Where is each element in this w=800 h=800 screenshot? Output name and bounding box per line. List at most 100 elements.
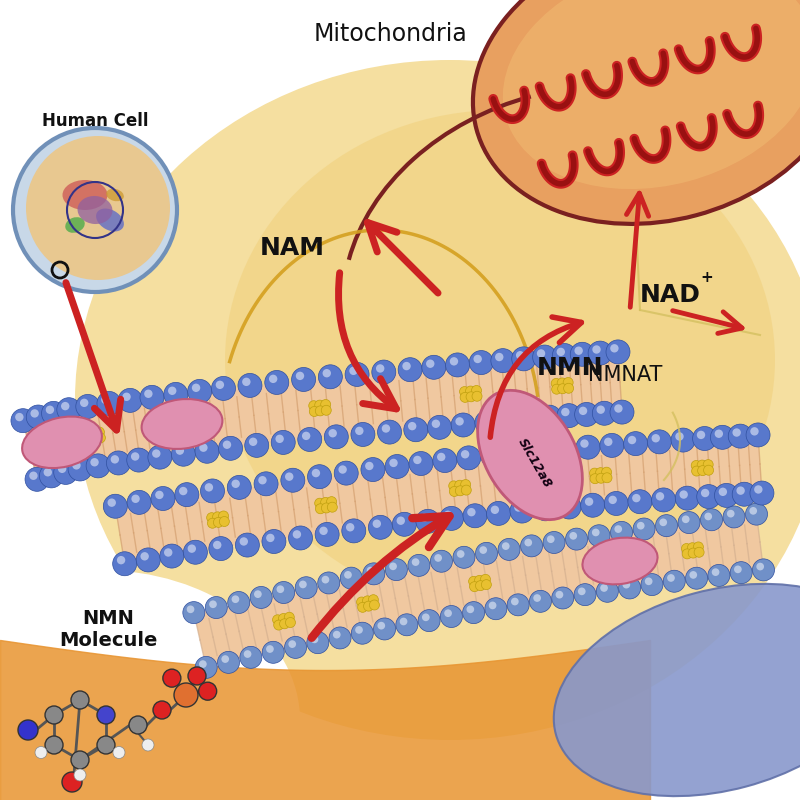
Circle shape [585, 498, 594, 506]
Circle shape [285, 637, 306, 658]
Circle shape [319, 526, 328, 535]
Circle shape [369, 515, 393, 539]
Circle shape [315, 522, 339, 546]
Circle shape [457, 446, 481, 470]
Circle shape [117, 556, 126, 564]
Circle shape [479, 415, 487, 423]
Circle shape [485, 448, 494, 456]
Circle shape [97, 736, 115, 754]
Circle shape [593, 562, 602, 572]
Circle shape [457, 550, 465, 558]
Circle shape [641, 574, 663, 595]
Circle shape [580, 439, 589, 448]
Circle shape [470, 582, 479, 592]
Circle shape [432, 419, 440, 428]
Circle shape [440, 606, 462, 627]
Ellipse shape [554, 584, 800, 796]
Circle shape [552, 587, 574, 609]
Circle shape [382, 424, 390, 433]
Circle shape [254, 590, 262, 598]
Circle shape [307, 465, 331, 489]
Circle shape [122, 393, 130, 401]
Circle shape [481, 574, 490, 584]
Circle shape [529, 438, 553, 462]
Circle shape [714, 483, 738, 507]
Circle shape [334, 461, 358, 485]
Circle shape [299, 581, 306, 588]
Ellipse shape [62, 180, 107, 210]
Circle shape [340, 567, 362, 589]
Circle shape [68, 457, 92, 481]
Ellipse shape [22, 417, 102, 468]
Circle shape [90, 434, 99, 444]
Circle shape [557, 378, 567, 388]
Circle shape [606, 340, 630, 364]
Circle shape [152, 450, 161, 458]
Circle shape [107, 498, 116, 507]
Circle shape [495, 353, 503, 362]
Circle shape [315, 504, 326, 514]
Ellipse shape [106, 189, 124, 202]
Circle shape [275, 434, 284, 443]
Circle shape [136, 548, 160, 572]
Circle shape [262, 642, 284, 663]
Circle shape [667, 574, 675, 582]
Circle shape [310, 406, 319, 417]
Circle shape [213, 541, 222, 549]
Circle shape [129, 716, 147, 734]
Circle shape [408, 422, 416, 430]
Circle shape [148, 445, 172, 469]
Circle shape [222, 441, 231, 449]
Ellipse shape [78, 196, 113, 224]
Circle shape [732, 482, 756, 506]
Circle shape [728, 424, 752, 448]
Circle shape [45, 706, 63, 724]
Circle shape [54, 461, 78, 485]
Circle shape [412, 558, 419, 566]
Circle shape [581, 494, 605, 518]
Circle shape [469, 576, 478, 586]
Circle shape [481, 443, 505, 467]
Circle shape [564, 383, 574, 394]
Circle shape [72, 461, 81, 470]
Circle shape [171, 422, 182, 433]
Circle shape [310, 635, 318, 643]
Circle shape [579, 406, 587, 415]
Circle shape [151, 486, 175, 510]
Circle shape [312, 469, 320, 478]
Circle shape [466, 392, 476, 402]
Circle shape [195, 656, 217, 678]
Circle shape [266, 645, 274, 653]
Circle shape [746, 423, 770, 447]
Circle shape [466, 386, 475, 396]
Circle shape [475, 542, 498, 564]
Circle shape [271, 430, 295, 454]
Circle shape [472, 391, 482, 402]
Circle shape [701, 489, 710, 498]
Circle shape [338, 466, 347, 474]
Circle shape [566, 528, 587, 550]
Circle shape [574, 584, 596, 606]
Circle shape [318, 365, 342, 389]
Circle shape [269, 374, 278, 383]
Circle shape [307, 632, 329, 654]
Circle shape [543, 531, 565, 554]
Circle shape [555, 591, 563, 598]
Circle shape [239, 538, 248, 546]
Circle shape [652, 488, 676, 512]
Circle shape [351, 422, 375, 446]
Circle shape [595, 468, 606, 478]
Circle shape [242, 378, 250, 386]
Circle shape [521, 535, 542, 557]
Circle shape [570, 342, 594, 366]
Circle shape [218, 511, 229, 521]
Circle shape [278, 614, 289, 623]
Circle shape [175, 482, 199, 506]
Circle shape [551, 378, 561, 389]
Circle shape [397, 517, 405, 525]
Circle shape [604, 555, 614, 565]
Circle shape [374, 618, 395, 640]
Circle shape [614, 526, 622, 533]
Circle shape [322, 369, 331, 378]
Circle shape [372, 360, 396, 384]
